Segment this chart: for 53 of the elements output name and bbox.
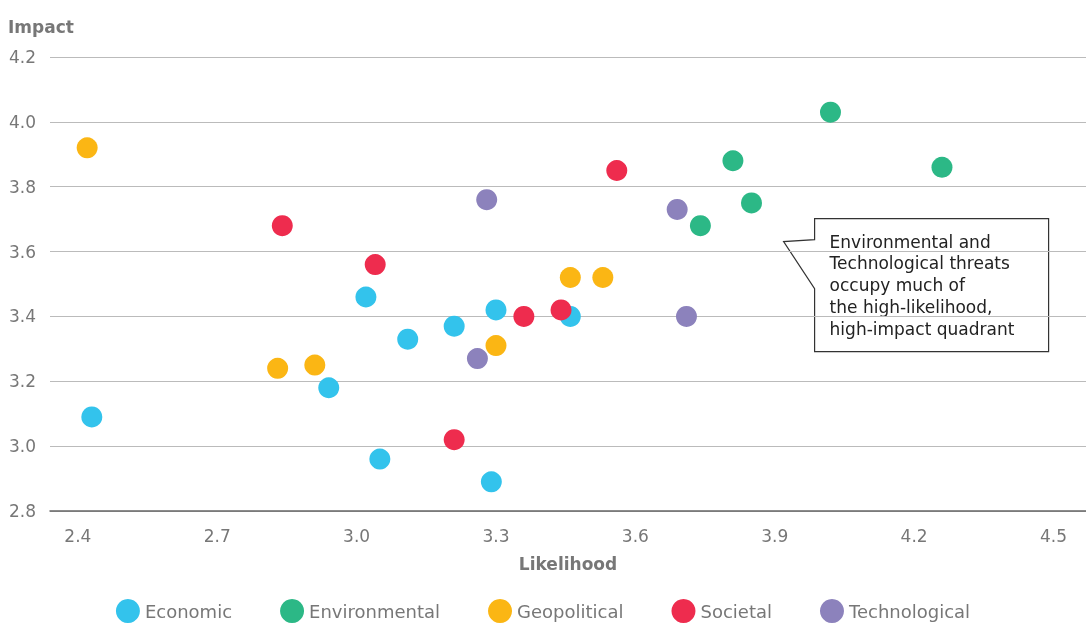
x-tick-label: 3.0 [343,525,371,546]
x-tick-label: 4.5 [1039,525,1067,546]
point [741,192,763,214]
x-tick-label: 4.2 [900,525,928,546]
point [466,348,488,370]
y-tick-label: 3.0 [8,436,36,457]
point [485,299,507,321]
y-tick-label: 3.8 [8,176,36,197]
point [592,267,614,289]
legend-label: Societal [700,600,772,622]
annotation: Environmental and Technological threats occupy much of the high-likelihood, high-impact quadrant [828,231,1015,339]
point [397,328,419,350]
point [550,299,572,321]
point [318,377,340,399]
x-tick-label: 3.9 [761,525,789,546]
legend-label: Technological [847,600,971,622]
x-tick-label: 3.6 [621,525,649,546]
y-tick-label: 4.2 [8,47,36,67]
point [267,357,289,379]
point [271,215,293,237]
point [666,198,688,220]
point [606,160,628,181]
point [820,101,841,123]
point [513,305,535,327]
x-axis-title: Likelihood [518,553,618,574]
legend-label: Geopolitical [517,600,624,622]
legend-label: Economic [144,600,233,622]
point [931,156,953,178]
y-tick-label: 2.8 [8,501,36,521]
point [304,354,326,376]
point [675,305,697,327]
point [476,189,498,211]
x-tick-label: 2.4 [64,525,92,546]
point [369,448,391,470]
point [443,429,465,451]
point [443,315,465,337]
point [81,406,103,428]
point [722,150,744,172]
x-tick-label: 3.3 [482,525,510,546]
point [76,137,98,159]
y-tick-label: 4.0 [8,111,36,132]
point [689,215,711,237]
y-tick-label: 3.6 [8,241,36,262]
point [364,254,386,276]
y-tick-label: 3.2 [8,371,36,392]
legend-label: Environmental [309,600,441,622]
y-tick-label: 3.4 [8,306,36,327]
y-axis-title: Impact [8,16,74,37]
point [355,286,377,308]
point [480,471,502,493]
point [559,267,581,289]
point [485,335,507,357]
x-tick-label: 2.7 [203,525,231,546]
